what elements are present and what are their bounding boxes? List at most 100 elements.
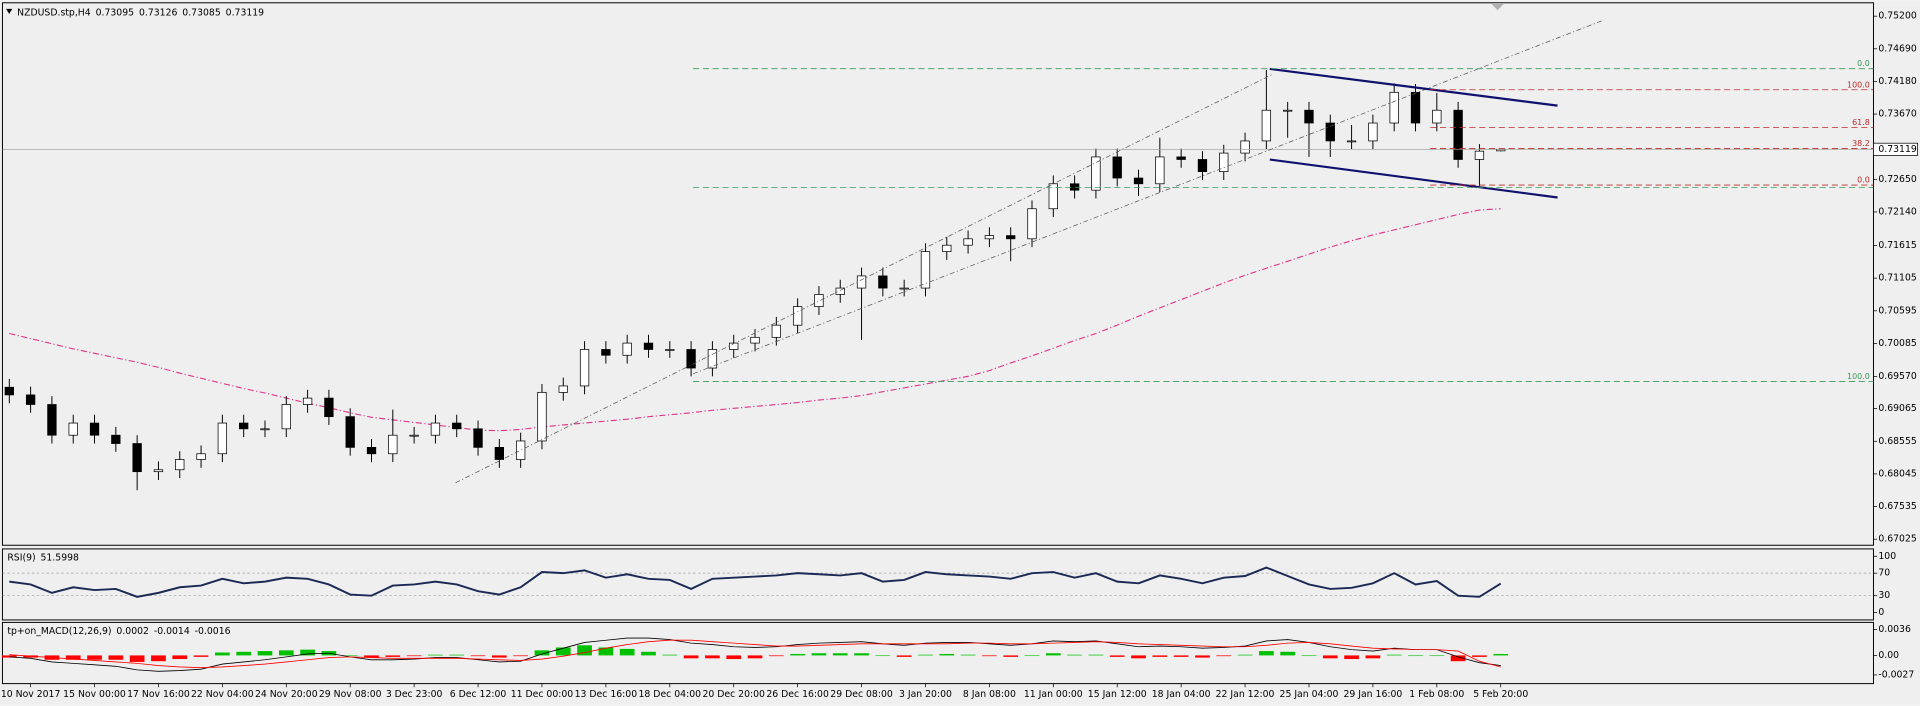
candle-body bbox=[217, 422, 228, 455]
candle-body bbox=[920, 251, 931, 289]
channel-line bbox=[1269, 67, 1558, 107]
candle-body bbox=[1197, 159, 1208, 173]
x-tick-label: 5 Feb 20:00 bbox=[1473, 689, 1528, 700]
macd-histogram-bar bbox=[1344, 655, 1359, 660]
macd-panel bbox=[1, 621, 1874, 685]
candle-body bbox=[473, 428, 483, 448]
fib-label: 100.0 bbox=[1847, 80, 1870, 89]
macd-histogram-bar bbox=[1408, 655, 1423, 657]
macd-histogram-bar bbox=[790, 653, 805, 656]
macd-histogram-bar bbox=[1280, 651, 1296, 656]
indicator-header: RSI(9) 51.5998 bbox=[7, 552, 79, 563]
x-tick-label: 22 Jan 12:00 bbox=[1216, 689, 1275, 700]
fib-label: 100.0 bbox=[1847, 372, 1870, 381]
y-tick-label: 70 bbox=[1878, 568, 1890, 579]
indicator-title: NZDUSD.stp,H4 bbox=[17, 7, 91, 18]
macd-histogram-bar bbox=[257, 651, 273, 656]
candle-body bbox=[1432, 109, 1442, 124]
macd-histogram-bar bbox=[875, 655, 891, 657]
macd-histogram-bar bbox=[811, 653, 827, 656]
macd-histogram-bar bbox=[1259, 651, 1274, 656]
rsi-panel bbox=[1, 548, 1874, 621]
macd-histogram-bar bbox=[854, 653, 869, 656]
x-tick-label: 25 Jan 04:00 bbox=[1280, 689, 1339, 700]
x-tick-label: 8 Jan 08:00 bbox=[963, 689, 1016, 700]
macd-histogram-bar bbox=[747, 655, 763, 659]
macd-histogram-bar bbox=[1003, 655, 1019, 657]
x-tick-label: 3 Dec 23:00 bbox=[386, 689, 443, 700]
macd-histogram-bar bbox=[108, 655, 124, 660]
panel-menu-icon bbox=[6, 8, 13, 14]
candle-body bbox=[25, 394, 36, 405]
macd-histogram-bar bbox=[342, 655, 358, 657]
macd-histogram-bar bbox=[193, 655, 209, 657]
macd-histogram-bar bbox=[87, 655, 102, 660]
x-tick-label: 11 Jan 00:00 bbox=[1024, 689, 1083, 700]
macd-histogram-bar bbox=[896, 655, 912, 657]
macd-histogram-bar bbox=[1216, 655, 1232, 657]
candle-body bbox=[686, 349, 696, 369]
candle-body bbox=[132, 443, 142, 473]
moving-average bbox=[9, 208, 1501, 432]
macd-histogram-bar bbox=[1152, 655, 1168, 657]
channel-line bbox=[1269, 158, 1558, 199]
macd-histogram-bar bbox=[1067, 654, 1082, 656]
x-tick-label: 24 Nov 20:00 bbox=[255, 689, 318, 700]
y-tick-label: 0.71615 bbox=[1878, 240, 1917, 251]
indicator-value: 0.0002 bbox=[116, 625, 149, 636]
macd-histogram-bar bbox=[619, 648, 635, 656]
macd-histogram-bar bbox=[172, 655, 188, 660]
candle-body bbox=[452, 422, 462, 430]
candle-body bbox=[1283, 109, 1293, 112]
candle-body bbox=[984, 235, 995, 240]
x-tick-label: 15 Jan 12:00 bbox=[1088, 689, 1147, 700]
macd-histogram-bar bbox=[1365, 655, 1381, 659]
macd-histogram-bar bbox=[641, 651, 656, 656]
candle-body bbox=[175, 459, 185, 471]
indicator-value: 0.73085 bbox=[182, 7, 221, 18]
macd-histogram-bar bbox=[982, 655, 997, 657]
y-tick-label: 0.67025 bbox=[1878, 534, 1917, 545]
candle-body bbox=[239, 422, 249, 430]
indicator-value: 51.5998 bbox=[41, 552, 80, 563]
macd-histogram-bar bbox=[1237, 654, 1253, 656]
macd-histogram-bar bbox=[1195, 655, 1210, 658]
x-tick-label: 15 Nov 00:00 bbox=[63, 689, 126, 700]
x-tick-label: 29 Nov 08:00 bbox=[319, 689, 382, 700]
indicator-header: tp+on_MACD(12,26,9) 0.0002 -0.0014 -0.0016 bbox=[7, 625, 230, 636]
candle-body bbox=[1069, 183, 1080, 191]
y-tick-label: 0.00 bbox=[1878, 650, 1899, 661]
macd-histogram-bar bbox=[151, 655, 166, 662]
fib-label: 61.8 bbox=[1852, 118, 1870, 127]
macd-histogram-bar bbox=[726, 655, 742, 660]
candle-body bbox=[1091, 156, 1101, 191]
candle-body bbox=[1240, 140, 1250, 154]
candle-body bbox=[899, 287, 909, 290]
candle-body bbox=[835, 287, 845, 295]
macd-histogram-bar bbox=[428, 654, 443, 656]
current-price-label: 0.73119 bbox=[1878, 144, 1917, 155]
macd-histogram-bar bbox=[1472, 655, 1487, 657]
y-tick-label: 0.74690 bbox=[1878, 43, 1917, 54]
macd-histogram-bar bbox=[705, 655, 720, 659]
macd-histogram-bar bbox=[215, 652, 230, 656]
candle-body bbox=[324, 397, 334, 418]
macd-histogram-bar bbox=[1109, 655, 1125, 657]
macd-histogram-bar bbox=[918, 654, 933, 656]
candle-body bbox=[792, 306, 803, 326]
macd-histogram-bar bbox=[683, 655, 699, 659]
candle-body bbox=[856, 275, 867, 289]
candle-body bbox=[1133, 177, 1144, 185]
candle-body bbox=[1410, 91, 1421, 124]
candle-body bbox=[47, 404, 57, 436]
candle-body bbox=[601, 349, 611, 356]
macd-histogram-bar bbox=[577, 645, 592, 656]
y-tick-label: 0.72650 bbox=[1878, 174, 1917, 185]
macd-histogram-bar bbox=[470, 655, 486, 657]
candle-body bbox=[1346, 140, 1357, 143]
candle-body bbox=[1006, 235, 1016, 240]
x-tick-label: 17 Nov 16:00 bbox=[127, 689, 190, 700]
indicator-value: -0.0016 bbox=[195, 625, 231, 636]
